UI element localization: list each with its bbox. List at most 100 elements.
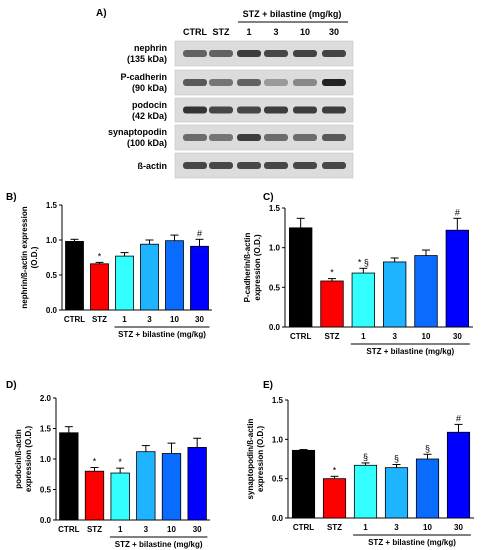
group-label: STZ + bilastine (mg/kg) xyxy=(115,540,203,549)
significance-mark: * xyxy=(93,457,97,467)
x-tick-label: STZ xyxy=(92,315,107,324)
y-tick-label: 2.0 xyxy=(40,394,52,403)
bar xyxy=(190,245,209,311)
bar xyxy=(136,451,156,521)
blot-band xyxy=(183,162,207,169)
y-axis-label: expression (O.D.) xyxy=(256,426,265,493)
x-tick-label: 10 xyxy=(423,523,432,532)
blot-band xyxy=(322,162,346,169)
bar xyxy=(288,227,313,328)
x-tick-label: 3 xyxy=(144,525,149,534)
blot-band xyxy=(293,79,317,86)
x-tick-label: 3 xyxy=(392,332,397,341)
blot-band xyxy=(293,134,317,141)
panel-letter: B) xyxy=(6,192,17,203)
x-tick-label: 10 xyxy=(422,332,431,341)
x-tick-label: 3 xyxy=(394,523,399,532)
blot-band xyxy=(183,134,207,141)
blot-band xyxy=(209,162,233,169)
significance-mark: * § xyxy=(358,257,369,267)
x-tick-label: 1 xyxy=(118,525,123,534)
blot-band xyxy=(264,106,288,114)
bar xyxy=(445,229,470,328)
blot-band xyxy=(183,106,207,114)
y-tick-label: 1.0 xyxy=(40,455,52,464)
bar xyxy=(351,272,376,328)
x-tick-label: STZ xyxy=(324,332,339,341)
y-tick-label: 1.0 xyxy=(46,236,58,245)
y-tick-label: 0.5 xyxy=(40,486,52,495)
bar xyxy=(414,255,438,328)
blot-band xyxy=(264,162,288,169)
significance-mark: * xyxy=(98,251,102,261)
blot-band xyxy=(322,79,346,86)
y-axis-label: podocin/ß-actin xyxy=(14,429,23,489)
y-tick-label: 1.5 xyxy=(269,204,281,213)
blot-band xyxy=(209,79,233,86)
blot-band xyxy=(209,50,233,57)
blot-band xyxy=(183,79,207,86)
x-tick-label: 30 xyxy=(193,525,202,534)
blot-band xyxy=(293,162,317,169)
y-axis-label: P-cadherin/ß-actin xyxy=(243,232,252,302)
x-tick-label: CTRL xyxy=(58,525,79,534)
lane-label: CTRL xyxy=(183,27,207,37)
blot-band xyxy=(322,106,346,114)
bar xyxy=(90,263,109,311)
blot-name: ß-actin xyxy=(137,161,167,171)
blot-band xyxy=(237,50,261,57)
lane-label: 30 xyxy=(329,27,339,37)
bar xyxy=(140,243,159,311)
x-tick-label: CTRL xyxy=(293,523,314,532)
x-tick-label: CTRL xyxy=(290,332,311,341)
blot-band xyxy=(237,79,261,86)
significance-mark: § xyxy=(394,454,399,464)
group-label: STZ + bilastine (mg/kg) xyxy=(366,347,454,356)
blot-name: P-cadherin xyxy=(120,72,167,82)
blot-band xyxy=(237,162,261,169)
blot-band xyxy=(322,50,346,57)
panel-letter: C) xyxy=(263,192,274,203)
panel-letter: D) xyxy=(6,380,17,391)
y-tick-label: 0.5 xyxy=(272,475,284,484)
y-axis-label: (O.D.) xyxy=(30,246,39,268)
blot-band xyxy=(264,50,288,57)
blot-name: podocin xyxy=(132,100,167,110)
blot-band xyxy=(293,50,317,57)
significance-mark: * xyxy=(118,457,122,467)
bar xyxy=(161,453,182,521)
x-tick-label: 30 xyxy=(195,315,204,324)
blot-size: (100 kDa) xyxy=(127,138,167,148)
blot-name: nephrin xyxy=(134,43,167,53)
y-tick-label: 0.0 xyxy=(46,306,58,315)
blot-band xyxy=(183,50,207,57)
x-tick-label: 1 xyxy=(363,523,368,532)
significance-mark: # xyxy=(456,413,461,423)
y-axis-label: synaptopodin/ß-actin xyxy=(246,418,255,499)
x-tick-label: 30 xyxy=(454,523,463,532)
blot-name: synaptopodin xyxy=(108,127,167,137)
y-tick-label: 1.5 xyxy=(40,425,52,434)
bar xyxy=(415,458,440,519)
y-tick-label: 1.5 xyxy=(46,201,58,210)
blot-band xyxy=(209,106,233,114)
bar xyxy=(59,432,79,521)
x-tick-label: 3 xyxy=(147,315,152,324)
significance-mark: * xyxy=(330,268,334,278)
significance-mark: * xyxy=(333,465,337,475)
x-tick-label: 30 xyxy=(453,332,462,341)
y-axis-label: nephrin/ß-actin expression xyxy=(20,206,29,308)
panel-letter: E) xyxy=(263,380,273,391)
bar xyxy=(84,470,105,521)
blot-size: (135 kDa) xyxy=(127,54,167,64)
blot-band xyxy=(264,134,288,141)
bar xyxy=(382,261,407,328)
lane-label: 10 xyxy=(300,27,310,37)
bar xyxy=(187,447,207,521)
significance-mark: § xyxy=(425,443,430,453)
bar xyxy=(65,240,84,311)
lane-label: 1 xyxy=(246,27,251,37)
blot-band xyxy=(293,106,317,114)
y-tick-label: 0.0 xyxy=(272,514,284,523)
